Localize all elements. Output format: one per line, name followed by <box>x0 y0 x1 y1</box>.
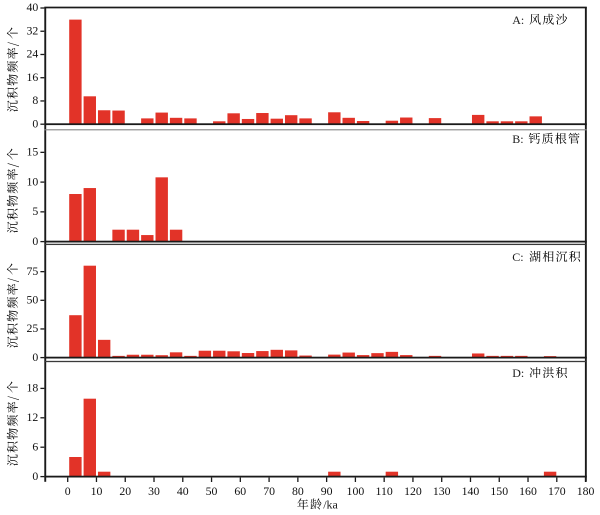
svg-text:150: 150 <box>490 484 508 498</box>
svg-text:170: 170 <box>548 484 566 498</box>
svg-text:10: 10 <box>91 484 103 498</box>
svg-text:70: 70 <box>263 484 275 498</box>
svg-text:100: 100 <box>347 484 365 498</box>
svg-text:0: 0 <box>32 116 38 130</box>
svg-text:18: 18 <box>27 381 39 395</box>
svg-text:16: 16 <box>27 70 39 84</box>
svg-text:6: 6 <box>32 439 38 453</box>
svg-text:25: 25 <box>27 321 39 335</box>
svg-text:110: 110 <box>376 484 393 498</box>
svg-text:B:: B: <box>512 132 523 146</box>
svg-text:180: 180 <box>577 484 595 498</box>
svg-text:0: 0 <box>32 350 38 364</box>
svg-text:C:: C: <box>512 250 523 264</box>
svg-text:80: 80 <box>292 484 304 498</box>
svg-text:120: 120 <box>404 484 422 498</box>
svg-text:140: 140 <box>462 484 480 498</box>
svg-text:D:: D: <box>512 366 524 380</box>
svg-text:60: 60 <box>234 484 246 498</box>
svg-text:40: 40 <box>177 484 189 498</box>
svg-text:10: 10 <box>27 174 39 188</box>
svg-text:32: 32 <box>27 23 39 37</box>
svg-text:0: 0 <box>32 469 38 483</box>
svg-text:15: 15 <box>27 145 39 159</box>
svg-text:5: 5 <box>32 204 38 218</box>
svg-text:40: 40 <box>27 0 39 14</box>
svg-text:160: 160 <box>519 484 537 498</box>
svg-text:50: 50 <box>206 484 218 498</box>
svg-text:A:: A: <box>512 13 524 27</box>
svg-text:50: 50 <box>27 293 39 307</box>
svg-text:130: 130 <box>433 484 451 498</box>
svg-text:20: 20 <box>119 484 131 498</box>
svg-text:75: 75 <box>27 264 39 278</box>
svg-text:8: 8 <box>32 93 38 107</box>
svg-text:24: 24 <box>27 47 39 61</box>
svg-text:30: 30 <box>148 484 160 498</box>
svg-text:90: 90 <box>321 484 333 498</box>
svg-text:0: 0 <box>32 234 38 248</box>
svg-text:/ka: /ka <box>323 498 338 512</box>
svg-text:0: 0 <box>65 484 71 498</box>
svg-text:12: 12 <box>27 410 39 424</box>
